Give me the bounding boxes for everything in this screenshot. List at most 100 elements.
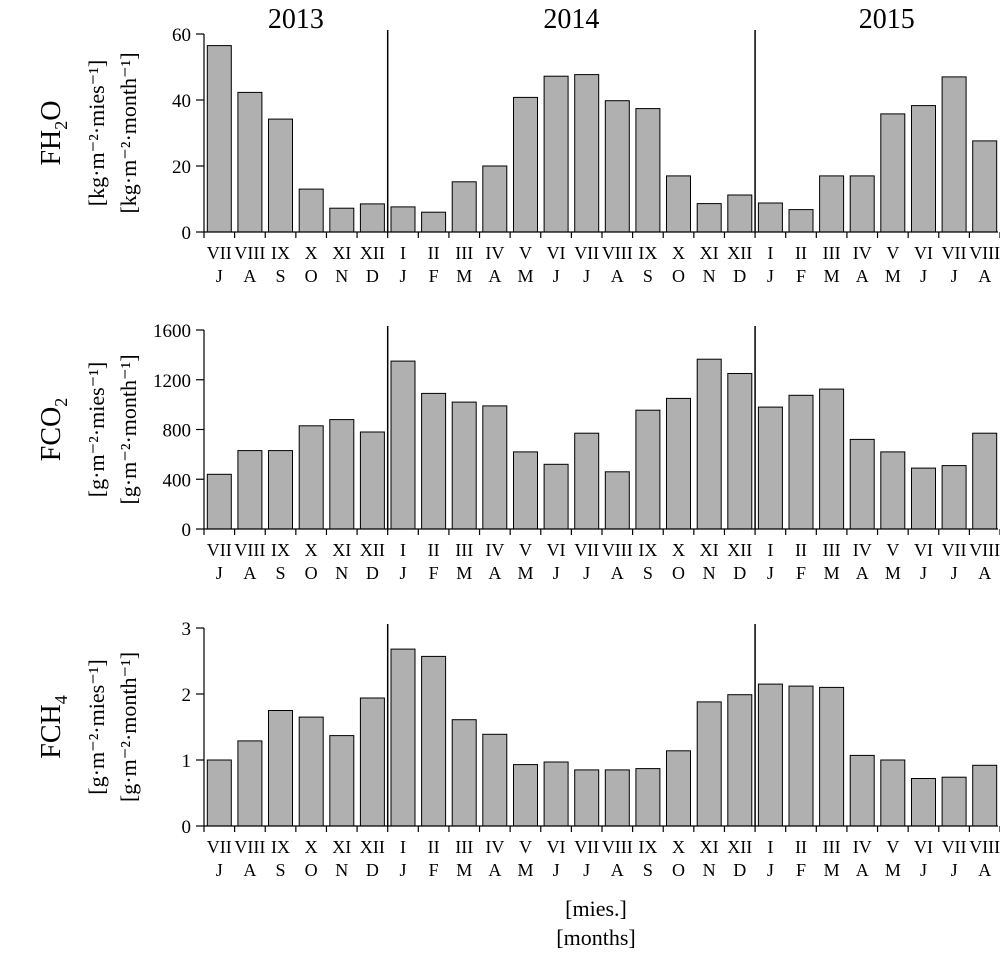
year-label-2013: 2013 <box>268 4 324 35</box>
x-tick-label-en: J <box>583 266 590 286</box>
y-tick-label: 60 <box>172 25 191 46</box>
bar-2-18 <box>727 373 753 530</box>
x-tick-label-en: O <box>305 266 318 286</box>
bar-2-23 <box>880 451 906 530</box>
bar-3-14 <box>604 769 630 827</box>
x-tick-label-pl: XII <box>727 243 752 263</box>
x-tick-label-pl: IV <box>485 243 504 263</box>
chart-panel-3: 0123VIIJVIIIAIXSXOXINXIIDIJIIFIIIMIVAVMV… <box>36 619 1000 880</box>
bar-3-16 <box>666 750 691 827</box>
bar-1-19 <box>757 202 783 233</box>
bar-1-25 <box>941 76 967 233</box>
x-tick-label-en: D <box>366 563 379 583</box>
bar-3-7 <box>390 648 416 827</box>
x-tick-label-en: O <box>672 860 685 880</box>
x-tick-label-en: N <box>703 860 716 880</box>
x-tick-label-pl: VII <box>207 540 232 560</box>
x-tick-label-pl: VIII <box>234 243 265 263</box>
bar-3-20 <box>788 685 814 827</box>
x-tick-label-pl: VI <box>914 837 933 857</box>
x-tick-label-en: J <box>216 860 223 880</box>
bar-3-8 <box>421 655 447 827</box>
x-tick-label-pl: VII <box>574 837 599 857</box>
bar-2-2 <box>237 450 263 530</box>
x-tick-label-en: O <box>305 860 318 880</box>
bar-3-9 <box>451 719 477 827</box>
bar-1-1 <box>206 45 232 233</box>
bar-2-4 <box>298 425 324 530</box>
x-axis-title-en: [months] <box>556 925 635 950</box>
bar-1-10 <box>482 165 508 233</box>
x-axis-title-pl: [mies.] <box>565 896 627 921</box>
bar-2-1 <box>206 473 232 530</box>
x-tick-label-pl: IV <box>853 837 872 857</box>
x-tick-label-en: O <box>305 563 318 583</box>
x-tick-label-pl: X <box>672 243 685 263</box>
x-tick-label-en: A <box>611 860 624 880</box>
x-tick-label-en: O <box>672 563 685 583</box>
x-tick-label-pl: X <box>305 243 318 263</box>
x-tick-label-pl: IV <box>853 243 872 263</box>
x-tick-label-en: J <box>920 860 927 880</box>
x-tick-label-pl: I <box>767 540 773 560</box>
bar-2-10 <box>482 405 508 530</box>
x-tick-label-pl: II <box>428 540 440 560</box>
bar-3-25 <box>941 776 967 827</box>
x-tick-label-pl: IV <box>853 540 872 560</box>
x-tick-label-pl: VIII <box>969 837 1000 857</box>
x-tick-label-en: J <box>583 563 590 583</box>
x-tick-label-en: A <box>856 860 869 880</box>
y-axis-title-subscript: 2 <box>51 398 71 407</box>
y-tick-label: 400 <box>163 470 192 491</box>
y-axis-title: FCH4 <box>36 695 71 758</box>
bar-1-24 <box>911 105 936 233</box>
x-tick-label-en: F <box>429 563 439 583</box>
bar-2-14 <box>604 471 630 530</box>
x-tick-label-pl: II <box>795 540 807 560</box>
x-tick-label-pl: VII <box>207 243 232 263</box>
bar-1-13 <box>574 74 600 233</box>
x-tick-label-en: J <box>951 860 958 880</box>
bar-3-4 <box>298 716 324 827</box>
x-tick-label-en: M <box>456 266 472 286</box>
bar-3-1 <box>206 759 232 827</box>
x-tick-label-en: N <box>335 860 348 880</box>
x-tick-label-pl: X <box>305 540 318 560</box>
bar-3-15 <box>635 768 661 827</box>
x-tick-label-pl: VII <box>574 540 599 560</box>
y-tick-label: 1 <box>182 751 192 772</box>
bar-3-22 <box>849 754 875 827</box>
bar-1-17 <box>696 203 722 233</box>
y-tick-label: 20 <box>172 157 191 178</box>
bar-2-17 <box>696 358 722 530</box>
y-axis-title-part: O <box>36 100 67 120</box>
x-tick-label-en: S <box>276 563 286 583</box>
x-tick-label-en: S <box>643 860 653 880</box>
x-tick-label-en: A <box>856 266 869 286</box>
x-tick-label-en: J <box>767 266 774 286</box>
bar-1-14 <box>604 100 630 233</box>
x-tick-label-en: F <box>429 860 439 880</box>
x-tick-label-pl: X <box>672 837 685 857</box>
x-tick-label-pl: III <box>455 243 473 263</box>
x-tick-label-en: D <box>733 860 746 880</box>
x-tick-label-en: M <box>824 860 840 880</box>
y-tick-label: 40 <box>172 91 191 112</box>
x-tick-label-pl: VIII <box>969 540 1000 560</box>
bar-2-11 <box>513 451 538 530</box>
x-tick-label-pl: IX <box>638 837 657 857</box>
x-tick-label-en: A <box>856 563 869 583</box>
x-tick-label-en: J <box>767 860 774 880</box>
x-tick-label-pl: XI <box>700 243 719 263</box>
x-tick-label-pl: XII <box>360 837 385 857</box>
bar-3-6 <box>359 697 385 827</box>
x-tick-label-en: S <box>643 266 653 286</box>
x-tick-label-en: M <box>885 563 901 583</box>
bar-1-9 <box>451 181 477 233</box>
x-tick-label-en: F <box>796 266 806 286</box>
y-tick-label: 0 <box>182 223 192 244</box>
x-tick-label-pl: VII <box>942 837 967 857</box>
x-tick-label-en: D <box>366 860 379 880</box>
